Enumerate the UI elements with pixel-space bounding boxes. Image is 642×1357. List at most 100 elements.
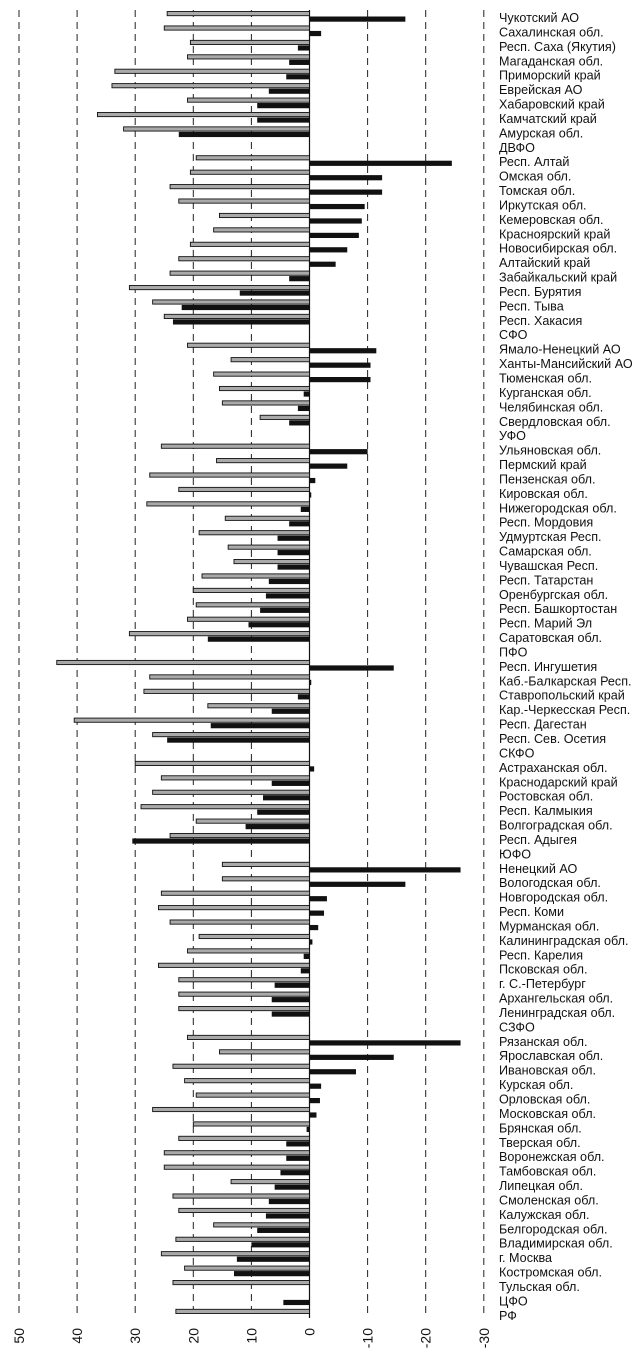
bar-series-2 bbox=[210, 723, 310, 729]
bar-series-2 bbox=[309, 175, 383, 181]
category-label: Тюменская обл. bbox=[499, 372, 592, 386]
category-label: Ставропольский край bbox=[499, 689, 625, 703]
bar-series-1 bbox=[195, 155, 310, 161]
bar-series-1 bbox=[163, 1164, 310, 1170]
bar-series-2 bbox=[289, 521, 310, 527]
bar-series-1 bbox=[195, 818, 310, 824]
category-label: Кар.-Черкесская Респ. bbox=[499, 703, 630, 717]
bar-series-2 bbox=[309, 377, 371, 383]
category-label: Архангельская обл. bbox=[499, 992, 613, 1006]
bar-series-1 bbox=[169, 184, 310, 190]
bar-series-1 bbox=[152, 789, 310, 795]
category-label: Респ. Сев. Осетия bbox=[499, 732, 606, 746]
bar-series-2 bbox=[271, 997, 310, 1003]
bar-series-2 bbox=[309, 492, 312, 498]
bar-series-2 bbox=[257, 809, 310, 815]
bar-series-2 bbox=[265, 1213, 310, 1219]
bar-series-1 bbox=[166, 11, 310, 17]
category-label: Каб.-Балкарская Респ. bbox=[499, 674, 632, 688]
category-label: СФО bbox=[499, 328, 528, 342]
bar-series-1 bbox=[227, 544, 310, 550]
bar-series-1 bbox=[187, 342, 310, 348]
category-label: Респ. Карелия bbox=[499, 948, 583, 962]
bar-series-1 bbox=[198, 933, 310, 940]
bar-series-1 bbox=[178, 1135, 310, 1141]
category-label: Алтайский край bbox=[499, 256, 590, 270]
bar-series-2 bbox=[172, 319, 310, 325]
bar-series-1 bbox=[192, 1121, 310, 1127]
category-label: Красноярский край bbox=[499, 227, 610, 241]
bar-series-2 bbox=[280, 1170, 310, 1176]
x-tick-label: 40 bbox=[69, 1328, 85, 1344]
bar-series-2 bbox=[286, 1155, 310, 1161]
bar-series-2 bbox=[257, 1227, 310, 1233]
bar-series-1 bbox=[160, 775, 310, 781]
bar-series-1 bbox=[152, 299, 310, 305]
category-label: Магаданская обл. bbox=[499, 54, 603, 68]
bar-series-1 bbox=[163, 1150, 310, 1156]
bar-series-2 bbox=[297, 45, 310, 51]
bar-series-2 bbox=[309, 160, 452, 166]
bar-series-2 bbox=[277, 550, 310, 556]
bar-series-2 bbox=[300, 968, 310, 974]
bar-series-2 bbox=[309, 362, 371, 368]
bar-series-1 bbox=[189, 241, 310, 247]
bar-series-2 bbox=[289, 59, 310, 65]
bar-series-1 bbox=[128, 631, 310, 637]
category-label: Ленинградская обл. bbox=[499, 1006, 615, 1020]
category-label: Калининградская обл. bbox=[499, 934, 629, 948]
x-tick-label: 20 bbox=[185, 1328, 201, 1344]
category-label: Краснодарский край bbox=[499, 775, 618, 789]
bar-series-1 bbox=[140, 804, 310, 810]
bar-series-1 bbox=[175, 1308, 310, 1314]
category-label: Брянская обл. bbox=[499, 1121, 582, 1135]
bar-series-2 bbox=[260, 607, 310, 613]
bar-series-1 bbox=[157, 905, 310, 911]
bar-series-2 bbox=[309, 939, 313, 945]
bar-series-2 bbox=[309, 218, 362, 224]
category-label: Ямало-Ненецкий АО bbox=[499, 343, 621, 357]
bar-series-2 bbox=[303, 391, 310, 397]
category-label: Пермский край bbox=[499, 458, 587, 472]
bar-series-1 bbox=[178, 977, 310, 983]
bar-series-1 bbox=[134, 760, 310, 766]
bar-series-1 bbox=[187, 616, 310, 622]
bar-series-2 bbox=[309, 1054, 394, 1060]
category-label: Тульская обл. bbox=[499, 1280, 580, 1294]
bar-series-2 bbox=[309, 1098, 320, 1104]
bar-series-2 bbox=[274, 1184, 310, 1190]
bar-series-2 bbox=[257, 117, 310, 123]
category-label: РФ bbox=[499, 1309, 517, 1323]
category-label: Тверская обл. bbox=[499, 1136, 581, 1150]
category-label: Ростовская обл. bbox=[499, 790, 593, 804]
category-label: Новосибирская обл. bbox=[499, 242, 617, 256]
category-label: Липецкая обл. bbox=[499, 1179, 583, 1193]
bar-series-1 bbox=[218, 212, 310, 219]
bar-series-2 bbox=[297, 405, 310, 412]
bar-series-2 bbox=[236, 1256, 310, 1262]
bar-series-2 bbox=[251, 1242, 310, 1248]
bar-series-1 bbox=[169, 832, 310, 839]
bar-series-2 bbox=[309, 910, 325, 916]
bar-series-2 bbox=[286, 1141, 310, 1147]
bar-series-2 bbox=[268, 1198, 310, 1205]
x-tick-label: -20 bbox=[418, 1328, 434, 1348]
bar-series-2 bbox=[309, 261, 336, 267]
category-label: Волгоградская обл. bbox=[499, 819, 613, 833]
bar-series-1 bbox=[73, 717, 310, 723]
category-label: Респ. Башкортостан bbox=[499, 602, 617, 616]
bar-series-1 bbox=[178, 1207, 310, 1214]
bar-series-1 bbox=[221, 876, 310, 882]
bar-series-1 bbox=[163, 313, 310, 319]
bar-series-2 bbox=[277, 535, 310, 541]
bar-series-2 bbox=[207, 636, 310, 642]
bar-series-1 bbox=[172, 1063, 310, 1069]
category-label: Ярославская обл. bbox=[499, 1049, 603, 1063]
bar-series-2 bbox=[309, 463, 348, 469]
x-tick-label: 0 bbox=[302, 1328, 318, 1336]
bar-series-1 bbox=[221, 400, 310, 406]
category-label: Иркутская обл. bbox=[499, 198, 587, 212]
bar-series-1 bbox=[146, 501, 310, 507]
bar-series-1 bbox=[224, 515, 310, 521]
category-label: Ханты-Мансийский АО bbox=[499, 357, 633, 371]
